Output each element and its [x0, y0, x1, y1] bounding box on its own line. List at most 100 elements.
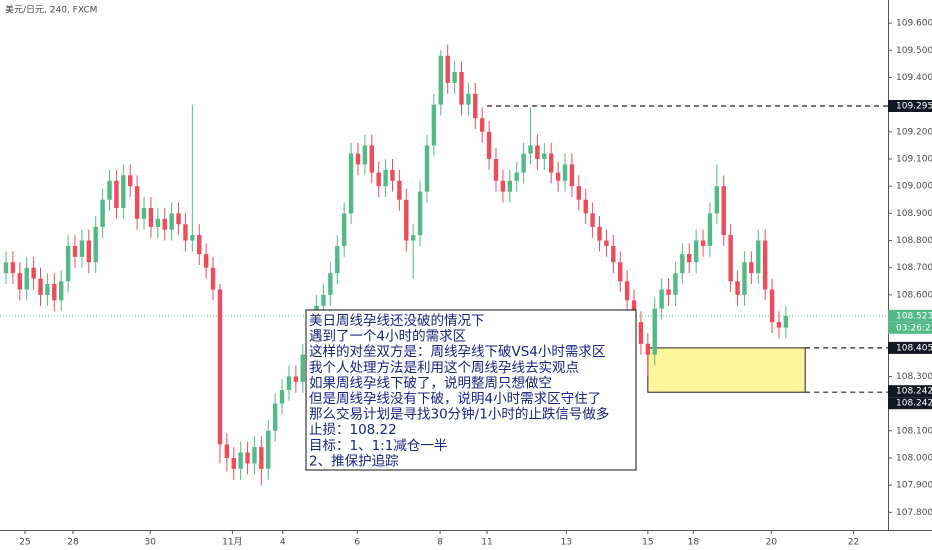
candle-body	[155, 218, 161, 227]
annotation-line: 遇到了一个4小时的需求区	[309, 329, 466, 345]
candle-body	[321, 294, 326, 306]
candle-body	[549, 153, 554, 173]
candle-body	[693, 240, 699, 263]
candle-body	[293, 376, 299, 382]
level-label: 108.242	[896, 399, 932, 409]
annotation-line: 2、推保护追踪	[309, 453, 399, 469]
candle-body	[604, 240, 609, 246]
candle-body	[742, 262, 747, 295]
candle-body	[86, 240, 92, 263]
candle-body	[383, 169, 388, 187]
level-label: 108.405	[896, 343, 932, 353]
candle-body	[45, 284, 50, 295]
candle-body	[114, 180, 119, 208]
candle-body	[500, 180, 506, 192]
candle-body	[521, 153, 526, 173]
candle-body	[479, 118, 485, 132]
candle-body	[203, 254, 209, 268]
x-tick-label: 11	[481, 538, 492, 548]
candle-body	[445, 55, 450, 83]
candle-body	[666, 289, 671, 295]
candle-body	[17, 273, 23, 290]
y-tick-label: 109.500	[896, 46, 932, 56]
candle-body	[176, 213, 181, 225]
x-tick-label: 8	[437, 538, 443, 548]
y-tick-label: 107.900	[896, 481, 932, 491]
candle-body	[562, 164, 568, 181]
candle-body	[217, 289, 223, 445]
candle-body	[673, 273, 678, 295]
candle-body	[590, 213, 595, 227]
level-label-box	[888, 397, 932, 410]
candle-body	[783, 315, 789, 328]
candle-body	[224, 444, 230, 458]
y-tick-label: 108.600	[896, 290, 932, 300]
candle-body	[431, 104, 437, 146]
x-tick-label: 4	[280, 538, 286, 548]
y-tick-label: 108.700	[896, 263, 932, 273]
annotation-line: 美日周线孕线还没破的情况下	[309, 313, 485, 329]
candle-body	[452, 72, 457, 83]
candle-body	[728, 235, 733, 282]
annotation-line: 目标：1、1:1减仓一半	[309, 438, 447, 454]
candle-body	[65, 245, 71, 282]
candle-body	[756, 240, 761, 274]
candle-body	[286, 376, 292, 391]
candle-body	[397, 180, 402, 200]
chart-title: 美元/日元, 240, FXCM	[5, 4, 97, 16]
y-tick-label: 107.800	[896, 508, 932, 518]
candle-body	[272, 403, 278, 431]
candle-body	[659, 289, 664, 309]
level-label-box	[888, 100, 932, 112]
candle-body	[10, 262, 16, 274]
y-tick-label: 108.900	[896, 209, 932, 219]
zone-low-label-box	[888, 385, 932, 398]
candle-body	[252, 447, 257, 464]
candle-body	[493, 159, 499, 181]
candle-body	[410, 235, 416, 241]
candle-body	[390, 169, 395, 181]
countdown-box	[888, 321, 932, 334]
candle-body	[569, 164, 575, 187]
candle-body	[328, 273, 333, 295]
candle-body	[355, 153, 361, 165]
annotation-line: 止损：108.22	[309, 422, 397, 438]
demand-zone	[647, 347, 806, 393]
x-tick-label: 18	[688, 538, 700, 548]
x-tick-label: 25	[19, 538, 30, 548]
candle-body	[645, 343, 651, 355]
candle-body	[700, 240, 706, 246]
candle-body	[169, 213, 174, 230]
candle-body	[259, 447, 264, 469]
candle-body	[424, 145, 430, 192]
x-tick-label: 11月	[222, 537, 242, 548]
candle-body	[762, 240, 768, 290]
candle-body	[369, 145, 374, 173]
candle-body	[141, 207, 147, 219]
candle-body	[473, 93, 478, 119]
candle-body	[121, 175, 126, 208]
level-label-box	[888, 341, 932, 354]
candle-body	[238, 452, 243, 469]
x-tick-label: 6	[354, 538, 360, 548]
current-price-label-box	[888, 309, 932, 322]
candle-body	[52, 284, 57, 301]
candle-body	[24, 267, 29, 290]
candle-body	[72, 245, 78, 257]
annotation-line: 我个人处理方法是利用这个周线孕线去实观点	[309, 359, 579, 376]
annotation-line: 如果周线孕线下破了，说明整周只想做空	[309, 375, 552, 391]
candle-body	[576, 186, 582, 200]
y-tick-label: 109.100	[896, 155, 932, 165]
candle-body	[652, 308, 657, 355]
candle-body	[300, 354, 305, 382]
annotation-box	[305, 309, 637, 471]
candle-body	[486, 131, 492, 159]
candle-body	[341, 213, 347, 246]
candle-body	[535, 145, 540, 159]
candle-body	[438, 55, 443, 105]
candle-body	[162, 218, 167, 230]
annotation-line: 这样的对垒双方是：周线孕线下破VS4小时需求区	[309, 343, 605, 360]
candle-body	[279, 390, 285, 404]
candle-body	[507, 180, 513, 192]
